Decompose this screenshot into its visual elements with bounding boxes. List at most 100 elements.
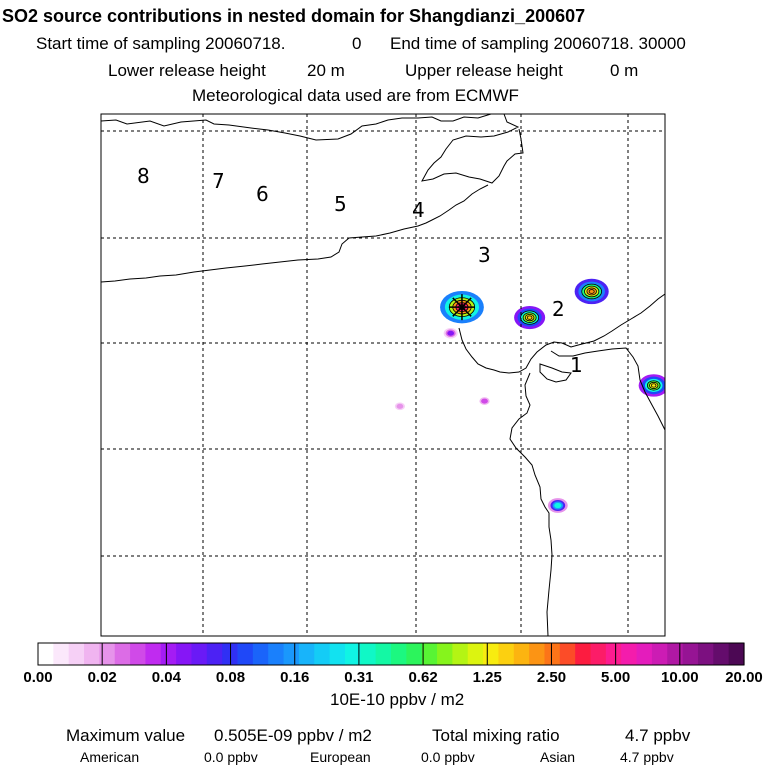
colorbar-tick-label: 0.16	[280, 669, 310, 686]
lower-release-label: Lower release height	[108, 61, 266, 80]
colorbar-swatch	[252, 643, 269, 665]
region-label-4: 4	[412, 198, 425, 222]
start-time-label: Start time of sampling 20060718.	[36, 34, 286, 53]
colorbar	[37, 642, 745, 666]
max-value-label: Maximum value	[66, 726, 186, 745]
upper-release-label: Upper release height	[405, 61, 563, 80]
colorbar-swatch	[728, 643, 745, 665]
colorbar-swatch	[544, 643, 561, 665]
colorbar-swatch	[53, 643, 70, 665]
concentration-hotspot-4	[638, 374, 665, 397]
colorbar-swatch	[513, 643, 530, 665]
concentration-hotspot-8	[394, 402, 405, 411]
colorbar-swatch	[483, 643, 500, 665]
coastline	[550, 347, 665, 431]
colorbar-swatch	[605, 643, 622, 665]
colorbar-tick-label: 0.02	[87, 669, 117, 686]
concentration-hotspot-6	[443, 327, 458, 339]
colorbar-swatch	[590, 643, 607, 665]
colorbar-tick-label: 0.08	[215, 669, 246, 686]
colorbar-swatch	[682, 643, 699, 665]
coastline	[509, 372, 553, 636]
region-label-6: 6	[256, 182, 269, 206]
colorbar-swatch	[84, 643, 100, 665]
chart-title: SO2 source contributions in nested domai…	[2, 6, 586, 26]
colorbar-swatch	[559, 643, 576, 665]
colorbar-swatch	[145, 643, 162, 665]
colorbar-swatch	[651, 643, 668, 665]
colorbar-swatch	[375, 643, 392, 665]
region-label-2: 2	[552, 297, 565, 321]
colorbar-tick-label: 5.00	[601, 669, 631, 686]
colorbar-swatch	[283, 643, 300, 665]
colorbar-swatch	[344, 643, 361, 665]
upper-release-value: 0 m	[610, 61, 639, 80]
concentration-hotspot-5	[547, 498, 568, 513]
colorbar-swatch	[437, 643, 453, 665]
region-label-5: 5	[334, 192, 347, 216]
colorbar-tick-label: 0.62	[408, 669, 438, 686]
coastline	[539, 363, 572, 383]
total-mixing-label: Total mixing ratio	[432, 726, 560, 745]
receptor-marker	[448, 294, 475, 321]
colorbar-swatch	[406, 643, 423, 665]
colorbar-swatch	[360, 643, 377, 665]
colorbar-swatch	[99, 643, 116, 665]
colorbar-tick-label: 1.25	[472, 669, 502, 686]
european-value: 0.0 ppbv	[421, 749, 475, 765]
colorbar-swatch	[160, 643, 177, 665]
colorbar-swatch	[498, 643, 515, 665]
colorbar-swatch	[68, 643, 85, 665]
lower-release-value: 20 m	[307, 61, 345, 80]
colorbar-swatch	[191, 643, 208, 665]
asian-label: Asian	[540, 749, 576, 765]
colorbar-swatch	[467, 643, 484, 665]
colorbar-tick-label: 0.31	[344, 669, 374, 686]
colorbar-swatch	[206, 643, 223, 665]
colorbar-tick-label: 0.04	[151, 669, 181, 686]
colorbar-swatch	[391, 643, 407, 665]
american-value: 0.0 ppbv	[204, 749, 258, 765]
colorbar-swatch	[621, 643, 638, 665]
colorbar-swatch	[314, 643, 331, 665]
colorbar-swatch	[237, 643, 254, 665]
american-label: American	[80, 749, 140, 765]
start-time-value: 0	[352, 34, 362, 53]
colorbar-swatch	[38, 643, 54, 665]
colorbar-tick-label: 2.50	[536, 669, 567, 686]
colorbar-tick-label: 20.00	[725, 669, 763, 686]
colorbar-swatch	[114, 643, 131, 665]
concentration-hotspot-3	[574, 278, 609, 305]
colorbar-swatch	[697, 643, 714, 665]
colorbar-swatch	[130, 643, 147, 665]
colorbar-swatch	[421, 643, 438, 665]
colorbar-swatch	[452, 643, 469, 665]
european-label: European	[310, 749, 371, 765]
colorbar-swatch	[268, 643, 285, 665]
colorbar-swatch	[636, 643, 653, 665]
coastline	[101, 114, 492, 141]
coastline	[421, 114, 524, 184]
colorbar-swatch	[298, 643, 315, 665]
region-label-7: 7	[212, 169, 225, 193]
colorbar-swatch	[176, 643, 193, 665]
met-data-note: Meteorological data used are from ECMWF	[192, 86, 519, 105]
colorbar-swatch	[575, 643, 592, 665]
colorbar-tick-label: 10.00	[661, 669, 699, 686]
region-label-1: 1	[570, 353, 583, 377]
total-mixing-value: 4.7 ppbv	[625, 726, 691, 745]
unit-label: 10E-10 ppbv / m2	[330, 690, 465, 709]
max-value: 0.505E-09 ppbv / m2	[214, 726, 372, 745]
region-label-3: 3	[478, 243, 491, 267]
concentration-hotspot-7	[479, 397, 490, 405]
colorbar-swatch	[529, 643, 546, 665]
colorbar-swatch	[667, 643, 684, 665]
region-label-8: 8	[137, 164, 150, 188]
asian-value: 4.7 ppbv	[620, 749, 674, 765]
map-frame	[100, 113, 666, 637]
colorbar-swatch	[329, 643, 346, 665]
concentration-hotspot-2	[514, 306, 546, 330]
colorbar-tick-label: 0.00	[23, 669, 53, 686]
coastline	[101, 184, 489, 283]
